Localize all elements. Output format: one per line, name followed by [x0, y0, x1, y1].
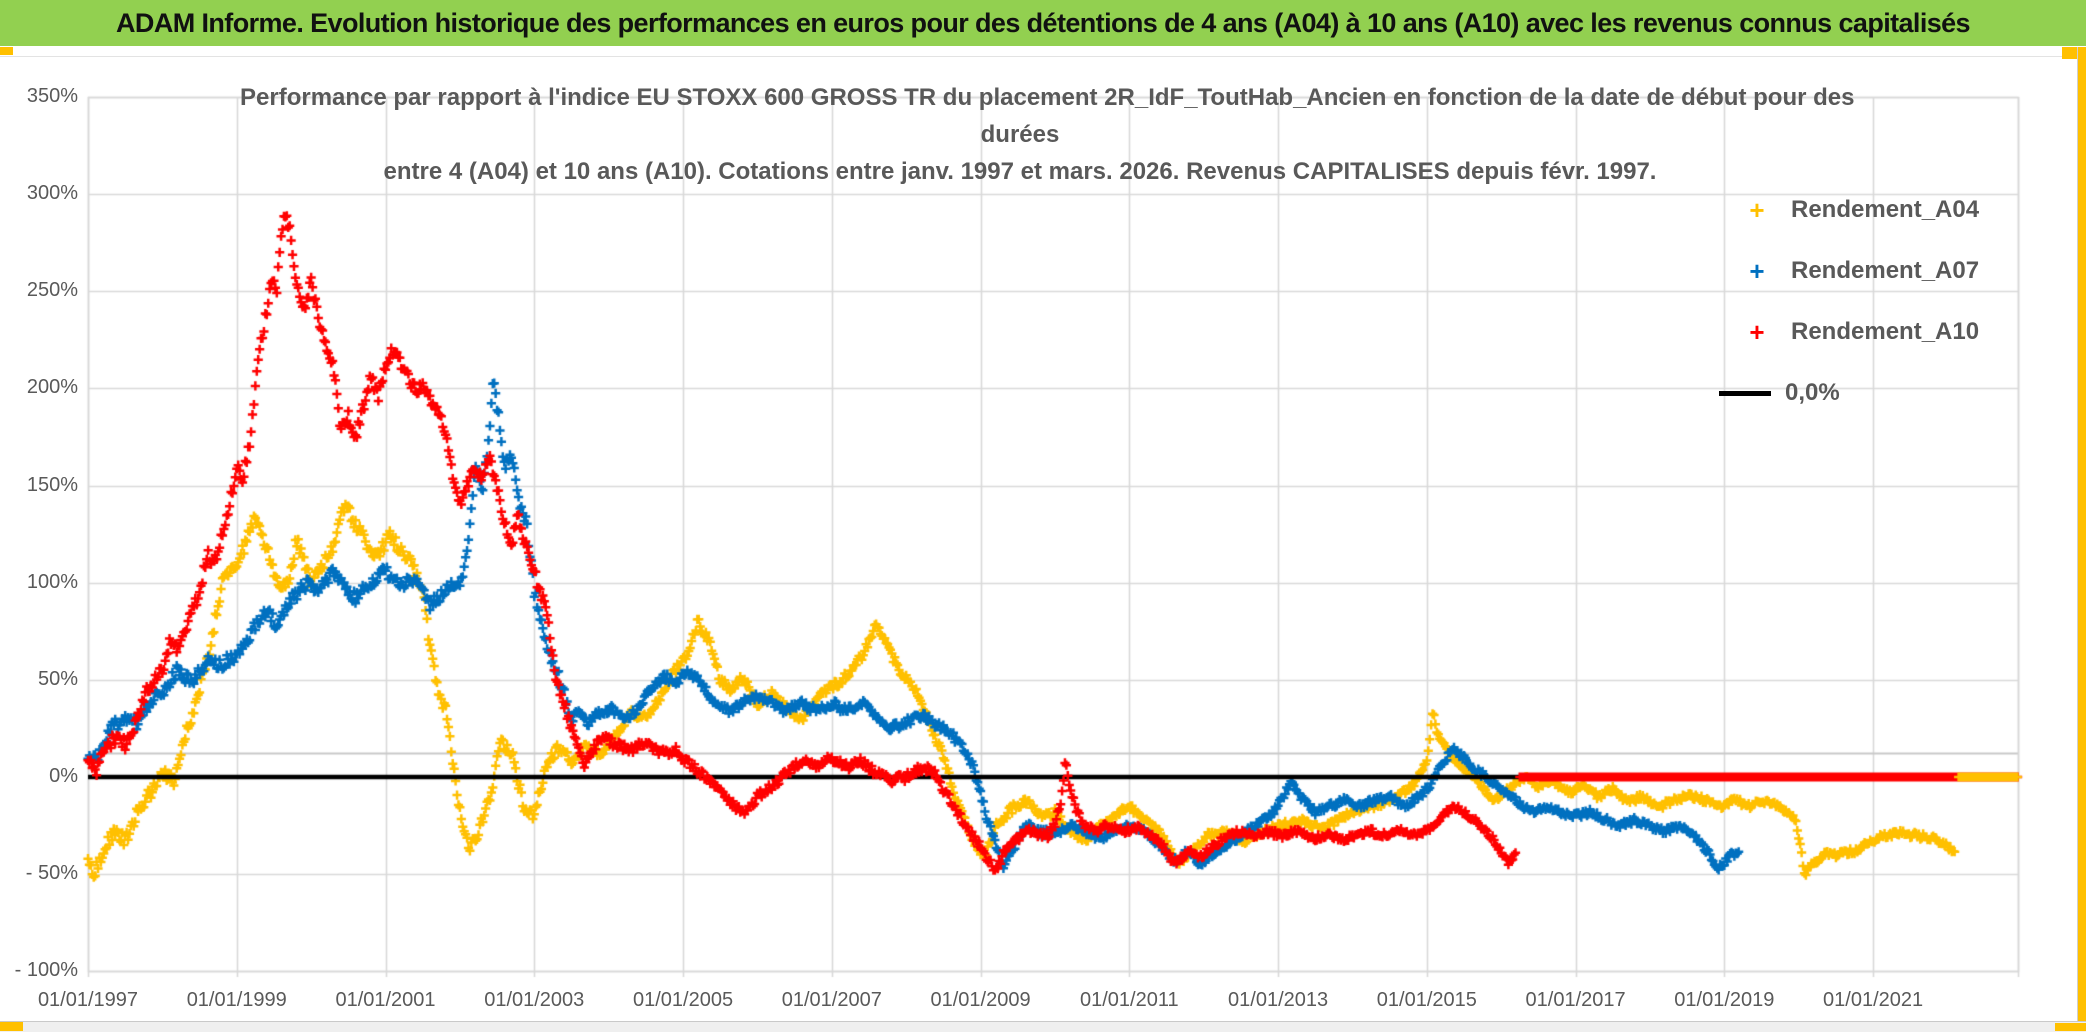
- legend-label: 0,0%: [1785, 379, 1840, 406]
- y-tick-label: - 100%: [14, 959, 78, 982]
- legend-label: Rendement_A10: [1791, 318, 1980, 345]
- chart-title-line-3: entre 4 (A04) et 10 ans (A10). Cotations…: [383, 158, 1657, 185]
- x-tick-label: 01/01/2003: [484, 989, 585, 1011]
- x-tick-label: 01/01/1999: [186, 989, 287, 1011]
- y-tick-label: 250%: [26, 279, 78, 302]
- x-tick-label: 01/01/2001: [335, 989, 436, 1011]
- legend-item-rendement-a10[interactable]: + Rendement_A10: [1737, 318, 1979, 346]
- y-tick-label: 100%: [26, 570, 78, 593]
- legend-label: Rendement_A04: [1791, 196, 1980, 223]
- legend: + Rendement_A04 + Rendement_A07 + Rendement_A…: [1719, 196, 1979, 407]
- chart-title-line-2: durées: [980, 121, 1060, 148]
- legend-plus-marker-icon: +: [1749, 195, 1765, 225]
- gold-accent-top-left: [0, 47, 13, 55]
- legend-item-rendement-a04[interactable]: + Rendement_A04: [1737, 196, 1979, 224]
- gold-accent-bottom-left: [0, 1022, 23, 1031]
- x-tick-label: 01/01/2009: [930, 989, 1031, 1011]
- page-title: ADAM Informe. Evolution historique des p…: [116, 7, 1971, 38]
- legend-label: Rendement_A07: [1791, 257, 1980, 284]
- gold-accent-bottom-right: [2055, 1023, 2086, 1031]
- legend-line-marker-icon: [1719, 390, 1771, 396]
- legend-item-0-0-[interactable]: 0,0%: [1719, 379, 1979, 407]
- header-bar: ADAM Informe. Evolution historique des p…: [0, 0, 2086, 46]
- x-tick-label: 01/01/2011: [1080, 989, 1179, 1011]
- y-tick-label: - 50%: [25, 862, 78, 885]
- x-tick-label: 01/01/2005: [632, 989, 734, 1011]
- legend-plus-marker-icon: +: [1749, 256, 1765, 286]
- legend-item-rendement-a07[interactable]: + Rendement_A07: [1737, 257, 1979, 285]
- y-tick-label: 350%: [26, 84, 78, 107]
- x-tick-label: 01/01/1997: [37, 989, 139, 1011]
- chart-title-line-1: Performance par rapport à l'indice EU ST…: [240, 84, 1855, 111]
- top-strip: [0, 46, 2086, 57]
- y-tick-label: 0%: [49, 765, 78, 787]
- x-tick-label: 01/01/2013: [1228, 989, 1329, 1011]
- gold-accent-right-strip: [2077, 47, 2086, 1031]
- x-tick-label: 01/01/2015: [1376, 989, 1477, 1011]
- y-tick-label: 200%: [26, 376, 78, 399]
- x-tick-label: 01/01/2017: [1525, 989, 1626, 1011]
- x-tick-label: 01/01/2021: [1823, 989, 1924, 1011]
- x-tick-label: 01/01/2007: [781, 989, 882, 1011]
- y-tick-label: 50%: [37, 667, 78, 690]
- y-tick-label: 150%: [26, 473, 78, 496]
- legend-plus-marker-icon: +: [1749, 317, 1765, 347]
- x-tick-label: 01/01/2019: [1674, 989, 1775, 1011]
- footer-bar: [0, 1021, 2086, 1032]
- y-tick-label: 300%: [26, 182, 78, 205]
